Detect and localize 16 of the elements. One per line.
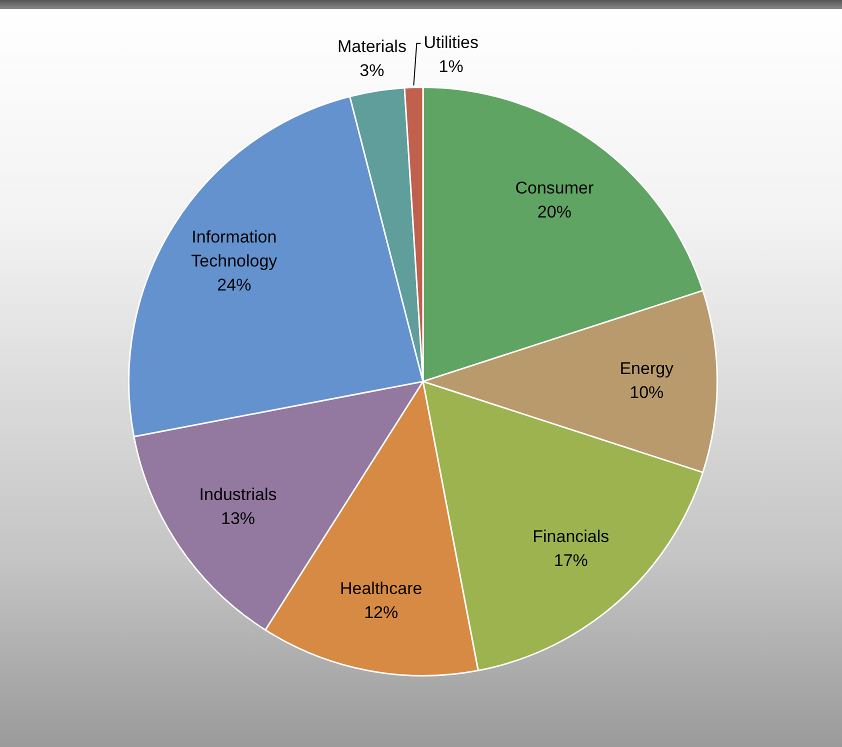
data-label: 3% <box>360 60 384 80</box>
data-label: 24% <box>217 275 252 294</box>
data-label: 17% <box>554 550 588 570</box>
slice-label: Consumer <box>515 178 594 198</box>
slice-label: Financials <box>532 526 610 546</box>
data-label: 1% <box>438 57 464 76</box>
slice-label: Industrials <box>199 484 277 504</box>
data-label: 12% <box>364 602 398 622</box>
data-label: 10% <box>630 383 664 402</box>
slice-label: Utilities <box>424 33 478 52</box>
data-label: 13% <box>221 508 256 528</box>
slice-label: Information Technology <box>191 227 278 270</box>
slice-label: Energy <box>620 359 674 378</box>
slice-label: Healthcare <box>340 578 422 598</box>
data-label: 20% <box>537 202 572 222</box>
slice-label: Materials <box>337 36 406 56</box>
